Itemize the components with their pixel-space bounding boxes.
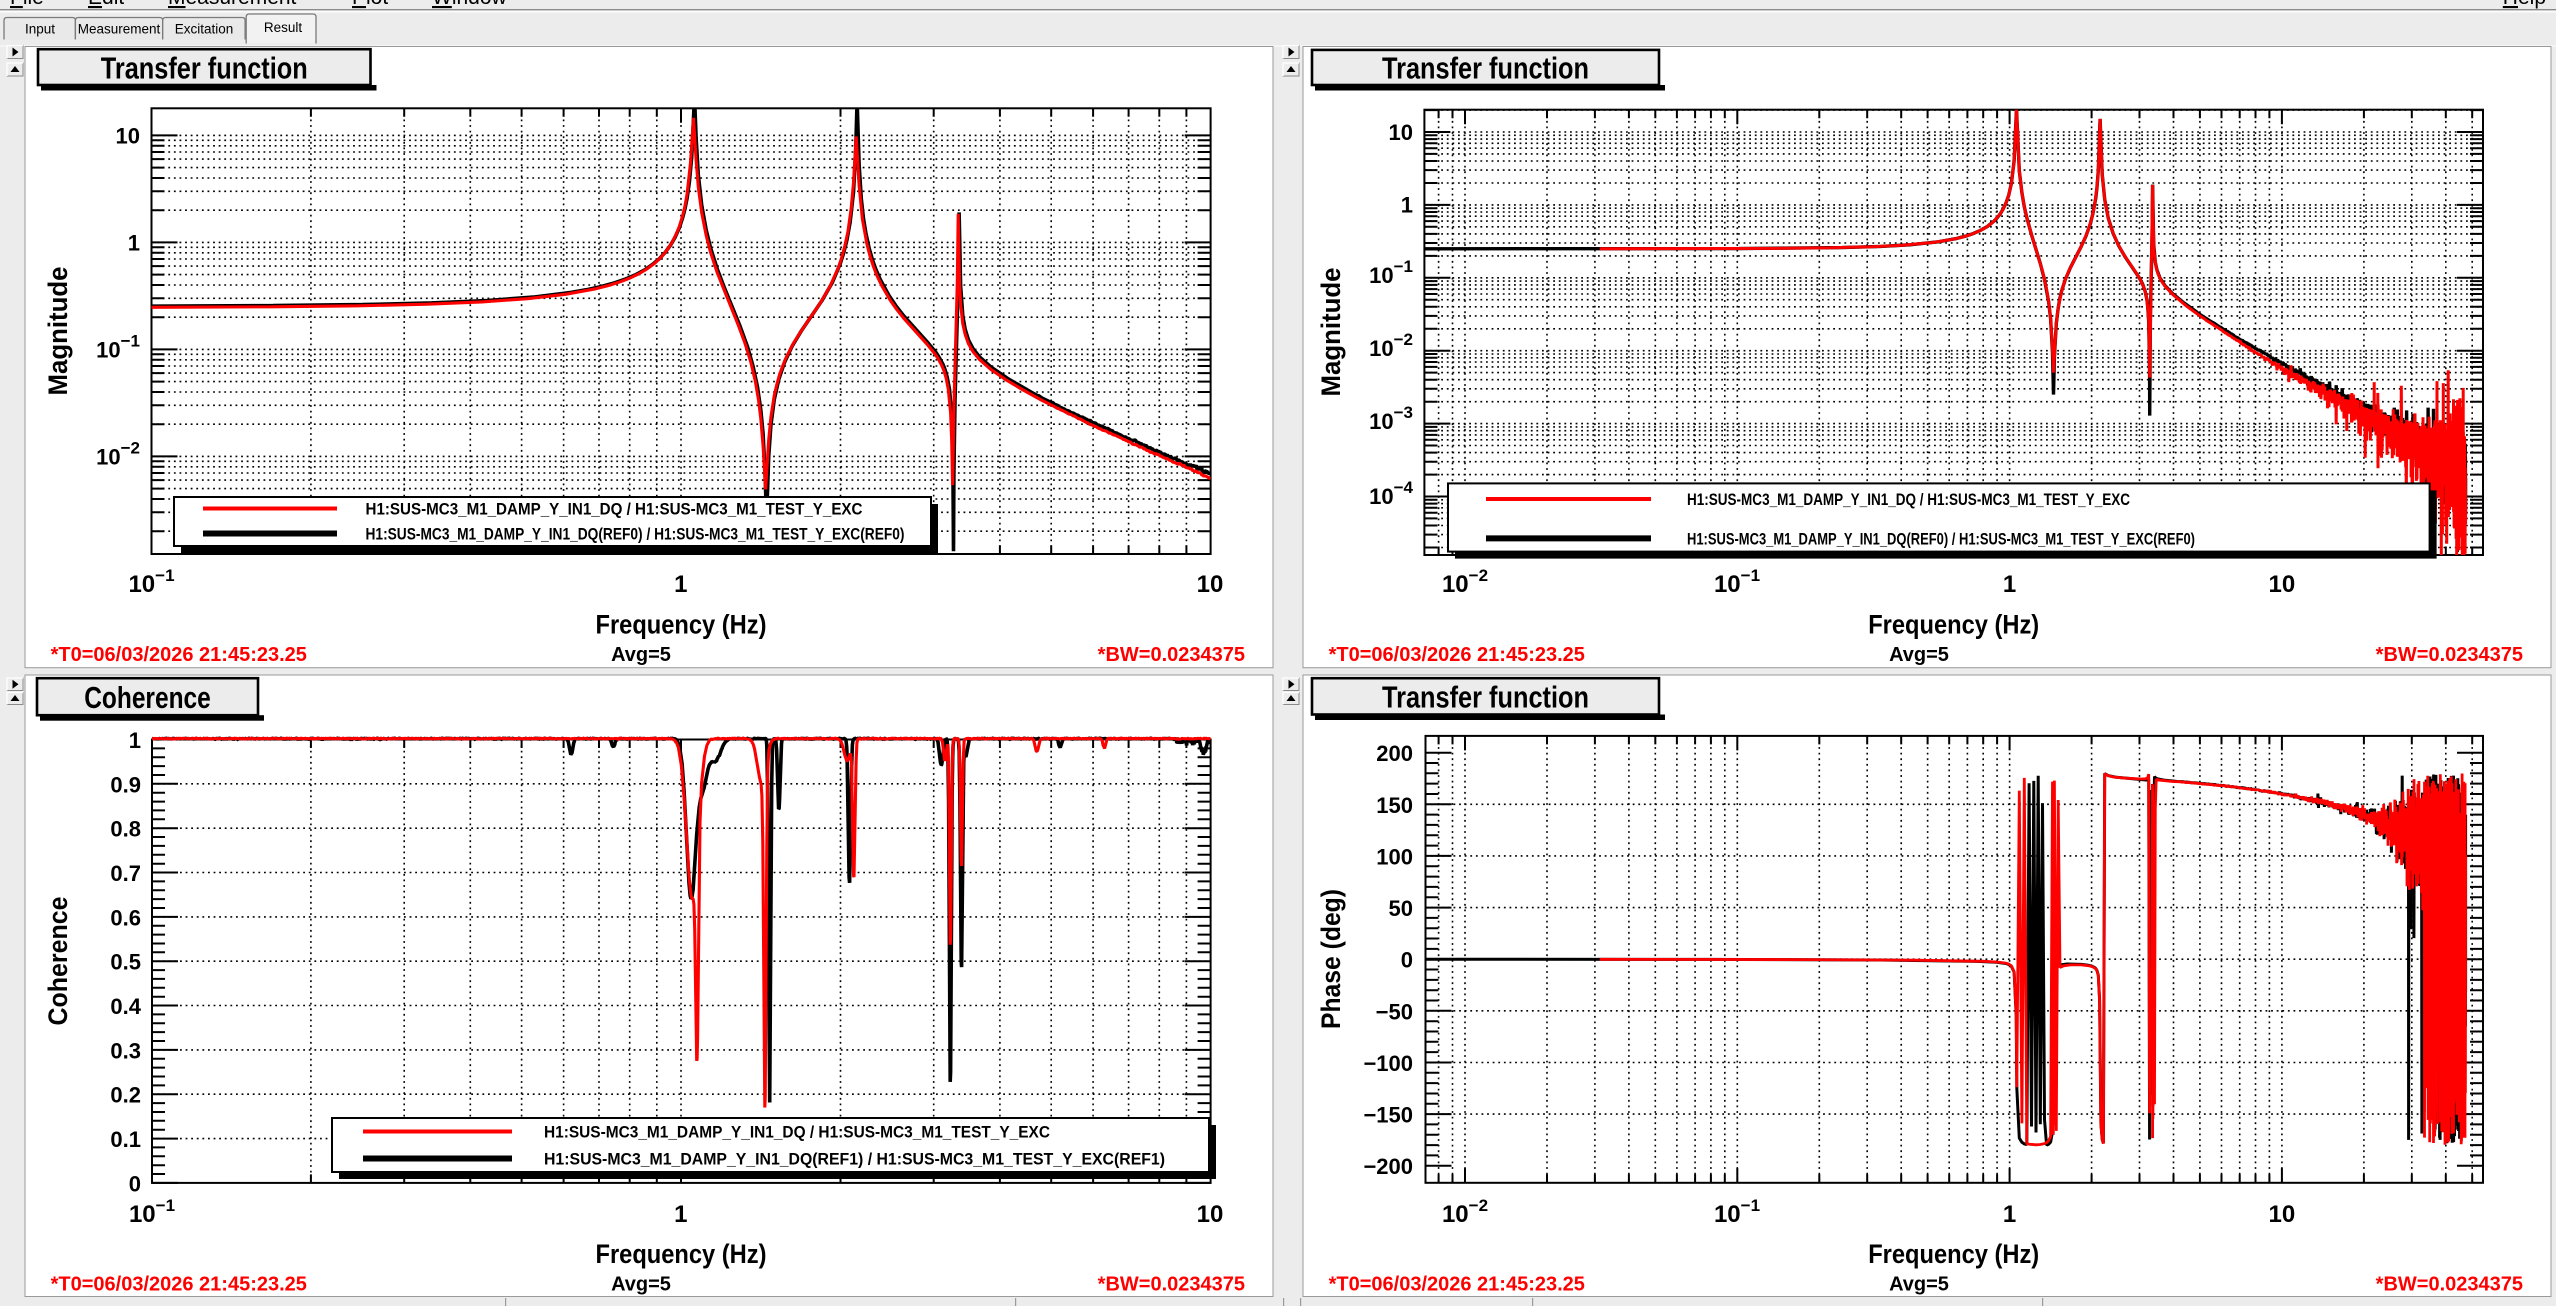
svg-text:Edit: Edit: [88, 0, 124, 9]
svg-text:*T0=06/03/2026 21:45:23.25: *T0=06/03/2026 21:45:23.25: [51, 644, 307, 666]
svg-text:Transfer function: Transfer function: [101, 50, 308, 85]
svg-text:1: 1: [128, 230, 140, 255]
svg-text:10−2: 10−2: [96, 438, 140, 469]
svg-text:Avg=5: Avg=5: [1889, 644, 1949, 666]
svg-text:50: 50: [1389, 896, 1413, 921]
svg-text:1: 1: [674, 571, 687, 598]
svg-text:10: 10: [2269, 571, 2296, 598]
svg-text:1: 1: [674, 1201, 687, 1228]
svg-text:0.7: 0.7: [110, 861, 141, 886]
svg-text:Excitation: Excitation: [175, 22, 234, 37]
svg-text:*BW=0.0234375: *BW=0.0234375: [2376, 1274, 2523, 1296]
svg-text:Coherence: Coherence: [84, 680, 211, 715]
svg-text:0.1: 0.1: [110, 1127, 141, 1152]
svg-text:0.2: 0.2: [110, 1083, 141, 1108]
svg-text:−100: −100: [1363, 1051, 1413, 1076]
svg-text:*T0=06/03/2026 21:45:23.25: *T0=06/03/2026 21:45:23.25: [51, 1274, 307, 1296]
svg-text:H1:SUS-MC3_M1_DAMP_Y_IN1_DQ(RE: H1:SUS-MC3_M1_DAMP_Y_IN1_DQ(REF0) / H1:S…: [366, 526, 905, 544]
svg-text:0.9: 0.9: [110, 772, 141, 797]
svg-text:0: 0: [1401, 948, 1413, 973]
svg-text:1: 1: [2003, 1201, 2016, 1228]
svg-text:10: 10: [2269, 1201, 2296, 1228]
svg-text:Measurement: Measurement: [78, 22, 161, 37]
svg-text:Frequency (Hz): Frequency (Hz): [596, 1239, 767, 1269]
svg-text:Transfer function: Transfer function: [1382, 680, 1589, 715]
svg-text:10: 10: [1197, 1201, 1224, 1228]
svg-text:Plot: Plot: [352, 0, 388, 9]
svg-text:*T0=06/03/2026 21:45:23.25: *T0=06/03/2026 21:45:23.25: [1329, 644, 1585, 666]
svg-text:H1:SUS-MC3_M1_DAMP_Y_IN1_DQ /: H1:SUS-MC3_M1_DAMP_Y_IN1_DQ / H1:SUS-MC3…: [544, 1124, 1050, 1142]
svg-text:H1:SUS-MC3_M1_DAMP_Y_IN1_DQ /: H1:SUS-MC3_M1_DAMP_Y_IN1_DQ / H1:SUS-MC3…: [366, 501, 863, 519]
svg-text:H1:SUS-MC3_M1_DAMP_Y_IN1_DQ /: H1:SUS-MC3_M1_DAMP_Y_IN1_DQ / H1:SUS-MC3…: [1687, 491, 2130, 509]
svg-text:0: 0: [129, 1171, 141, 1196]
svg-text:*BW=0.0234375: *BW=0.0234375: [1098, 644, 1245, 666]
svg-text:Avg=5: Avg=5: [611, 1274, 671, 1296]
svg-text:10: 10: [1197, 571, 1224, 598]
svg-text:200: 200: [1376, 741, 1413, 766]
svg-text:Frequency (Hz): Frequency (Hz): [1868, 610, 2039, 640]
svg-text:−150: −150: [1363, 1103, 1413, 1128]
svg-text:Result: Result: [264, 20, 303, 35]
svg-text:0.5: 0.5: [110, 950, 141, 975]
svg-text:1: 1: [129, 728, 141, 753]
svg-text:*T0=06/03/2026 21:45:23.25: *T0=06/03/2026 21:45:23.25: [1329, 1274, 1585, 1296]
svg-text:0.6: 0.6: [110, 905, 141, 930]
svg-text:0.3: 0.3: [110, 1038, 141, 1063]
svg-text:−50: −50: [1376, 999, 1413, 1024]
svg-text:Measurement: Measurement: [168, 0, 297, 9]
svg-text:Frequency (Hz): Frequency (Hz): [596, 610, 767, 640]
svg-text:Help: Help: [2503, 0, 2546, 9]
svg-text:10−1: 10−1: [128, 566, 174, 598]
svg-text:Magnitude: Magnitude: [1316, 268, 1346, 397]
svg-text:File: File: [10, 0, 44, 9]
svg-text:10: 10: [1389, 120, 1413, 145]
svg-text:Avg=5: Avg=5: [611, 644, 671, 666]
svg-text:Window: Window: [432, 0, 508, 9]
svg-text:0.8: 0.8: [110, 817, 141, 842]
svg-text:1: 1: [1401, 192, 1413, 217]
svg-text:*BW=0.0234375: *BW=0.0234375: [1098, 1274, 1245, 1296]
svg-text:Avg=5: Avg=5: [1889, 1274, 1949, 1296]
svg-text:Phase (deg): Phase (deg): [1316, 889, 1346, 1029]
svg-text:H1:SUS-MC3_M1_DAMP_Y_IN1_DQ(RE: H1:SUS-MC3_M1_DAMP_Y_IN1_DQ(REF0) / H1:S…: [1687, 530, 2195, 548]
svg-text:−200: −200: [1363, 1154, 1413, 1179]
svg-text:10−2: 10−2: [1442, 1196, 1488, 1228]
svg-text:Input: Input: [25, 22, 55, 37]
svg-text:Coherence: Coherence: [43, 897, 73, 1026]
svg-text:1: 1: [2003, 571, 2016, 598]
svg-text:10: 10: [116, 124, 140, 149]
svg-text:Transfer function: Transfer function: [1382, 51, 1589, 86]
svg-text:Magnitude: Magnitude: [43, 267, 73, 396]
svg-text:*BW=0.0234375: *BW=0.0234375: [2376, 644, 2523, 666]
svg-text:H1:SUS-MC3_M1_DAMP_Y_IN1_DQ(RE: H1:SUS-MC3_M1_DAMP_Y_IN1_DQ(REF1) / H1:S…: [544, 1151, 1165, 1169]
svg-text:0.4: 0.4: [110, 994, 141, 1019]
svg-text:Frequency (Hz): Frequency (Hz): [1868, 1239, 2039, 1269]
svg-text:150: 150: [1376, 793, 1413, 818]
svg-text:100: 100: [1376, 844, 1413, 869]
